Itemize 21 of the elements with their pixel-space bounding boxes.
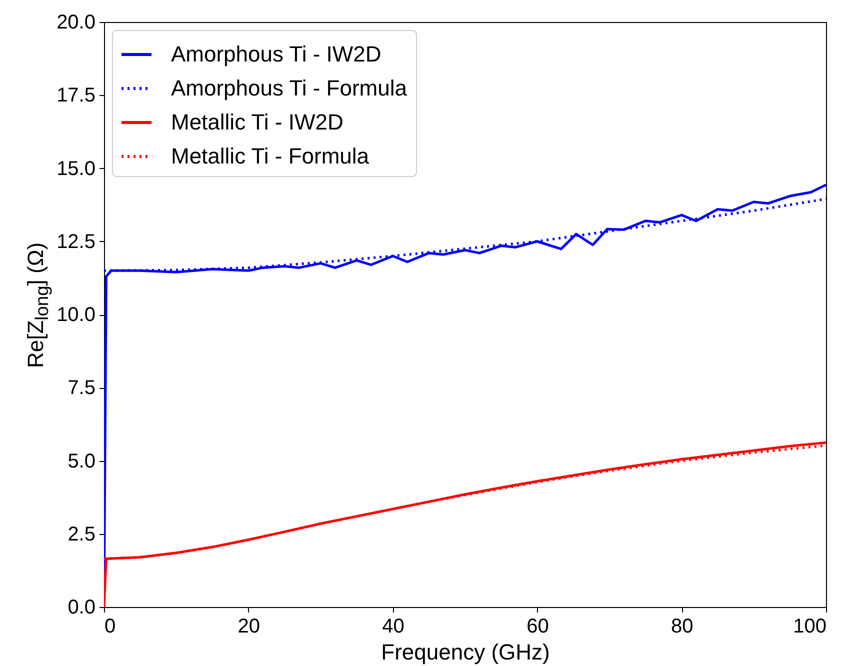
y-tick-label: 7.5 <box>68 377 96 400</box>
x-tick-label: 60 <box>526 616 549 638</box>
legend-label: Amorphous Ti - Formula <box>171 76 408 100</box>
x-tick-label: 100 <box>793 616 826 638</box>
y-tick-label: 15.0 <box>56 158 96 180</box>
x-tick-label: 80 <box>670 616 694 638</box>
y-tick-label: 12.5 <box>56 230 96 253</box>
y-tick-label: 5.0 <box>68 450 96 472</box>
x-axis-title: Frequency (GHz) <box>381 640 550 664</box>
legend-label: Amorphous Ti - IW2D <box>171 42 382 66</box>
y-tick-label: 10.0 <box>56 304 96 326</box>
x-tick-label: 40 <box>382 616 404 638</box>
y-tick-label: 2.5 <box>68 523 96 546</box>
y-tick-label: 0.0 <box>68 596 96 618</box>
y-tick-label: 20.0 <box>56 12 96 34</box>
legend-label: Metallic Ti - IW2D <box>171 110 344 134</box>
legend-label: Metallic Ti - Formula <box>171 144 370 168</box>
line-series <box>104 441 826 607</box>
x-tick-label: 20 <box>238 616 260 638</box>
x-tick-label: 0 <box>104 616 116 638</box>
y-tick-label: 17.5 <box>56 84 96 107</box>
